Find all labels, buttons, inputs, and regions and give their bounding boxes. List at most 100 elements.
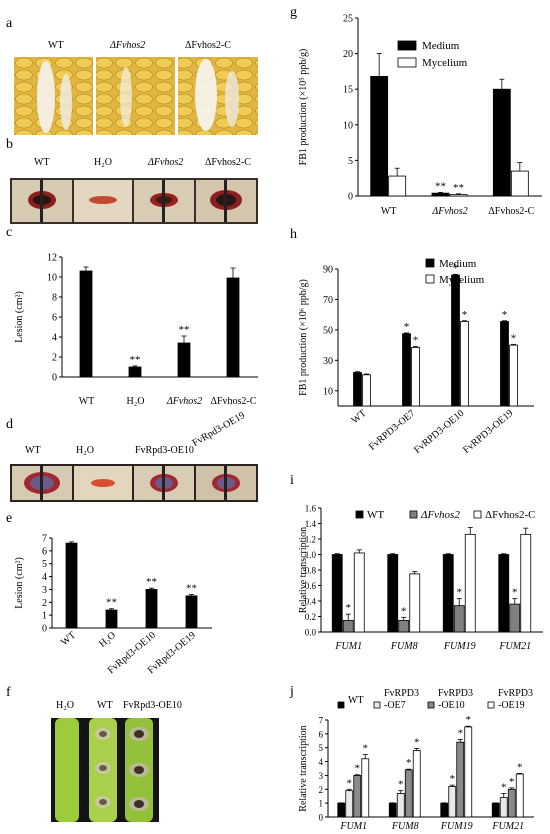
significance-mark: **: [179, 324, 190, 336]
y-tick-label: 3: [42, 585, 47, 596]
bar: [453, 605, 465, 633]
bar: [145, 589, 158, 629]
significance-mark: *: [462, 309, 468, 321]
y-tick-label: 8: [52, 293, 57, 304]
significance-mark: *: [363, 743, 369, 755]
category-label: FUM21: [498, 641, 531, 652]
bar: [440, 802, 449, 818]
significance-mark: *: [517, 761, 523, 773]
significance-mark: *: [509, 776, 515, 788]
category-label: FvRPD3-OE10: [412, 408, 466, 456]
y-tick-label: 10: [323, 386, 333, 397]
significance-mark: *: [466, 714, 472, 726]
significance-mark: *: [502, 309, 508, 321]
y-tick-label: 4: [52, 333, 57, 344]
legend-swatch: [397, 57, 417, 68]
significance-mark: *: [406, 757, 412, 769]
significance-mark: **: [453, 182, 464, 194]
bar: [451, 274, 460, 407]
significance-mark: *: [347, 777, 353, 789]
bar: [510, 170, 529, 197]
y-tick-label: 4: [42, 572, 47, 583]
bar: [509, 344, 518, 407]
y-tick-label: 0: [42, 624, 47, 635]
y-tick-label: 5: [42, 559, 47, 570]
bar: [398, 619, 410, 633]
significance-mark: **: [146, 576, 157, 588]
panel-b-stalk-photos: [10, 178, 258, 224]
significance-mark: **: [186, 583, 197, 595]
legend-swatch: [427, 701, 435, 709]
stalk-lesion-image-oe: [10, 464, 258, 502]
bar: [361, 758, 370, 818]
bar: [362, 374, 371, 407]
y-axis-label: Relative transcription: [298, 725, 309, 811]
y-tick-label: 0.6: [305, 581, 317, 591]
bar: [342, 619, 354, 633]
panel-a-label-wt: WT: [48, 40, 64, 51]
bar: [449, 194, 468, 197]
bar: [331, 554, 343, 633]
y-tick-label: 0.2: [305, 612, 316, 622]
y-tick-label: 6: [52, 313, 57, 324]
significance-mark: *: [404, 321, 410, 333]
category-label: FUM19: [440, 821, 473, 832]
bar: [409, 573, 421, 633]
legend-label: ΔFvhos2-C: [485, 509, 535, 521]
bar: [448, 786, 457, 818]
bar: [515, 773, 524, 818]
legend-label: FvRPD3: [498, 688, 533, 699]
panel-b-label-mutant: ΔFvhos2: [148, 157, 184, 168]
bar: [388, 802, 397, 818]
bar: [337, 802, 346, 818]
bar: [353, 775, 362, 818]
panel-f-label-h2o: H₂O: [56, 700, 74, 711]
y-tick-label: 7: [319, 716, 324, 726]
bar: [500, 321, 509, 407]
bar: [370, 75, 389, 197]
panel-d-label-wt: WT: [25, 445, 41, 456]
bar: [411, 346, 420, 407]
legend-label: ΔFvhos2: [420, 509, 460, 521]
category-label: WT: [381, 206, 397, 217]
panel-d-stalk-photos: [10, 464, 258, 502]
y-tick-label: 0: [319, 813, 324, 823]
bar: [177, 342, 191, 378]
legend-label: WT: [367, 509, 384, 521]
y-tick-label: 2: [319, 785, 324, 795]
y-axis-label: FB1 production (×10⁶ ppb/g): [298, 279, 309, 396]
legend-swatch: [397, 40, 417, 51]
category-label: FUM1: [339, 821, 367, 832]
category-label: ΔFvhos2-C: [488, 206, 534, 217]
bar: [185, 595, 198, 629]
chart-i: i 0.0 0.2 0.4 0.6 0.8 1.0 1.2 1.4 1.6 Relative tra…: [290, 473, 543, 652]
category-label: FUM19: [443, 641, 476, 652]
bar: [491, 802, 500, 818]
panel-d-label-h2o: H₂O: [76, 445, 94, 456]
y-tick-label: 0: [52, 373, 57, 384]
legend-swatch: [425, 274, 435, 284]
legend-swatch: [373, 701, 381, 709]
panel-b-label-complement: ΔFvhos2-C: [205, 157, 251, 168]
significance-mark: *: [450, 773, 456, 785]
panel-i-letter: i: [290, 473, 294, 488]
y-tick-label: 10: [343, 120, 353, 131]
bar: [498, 554, 510, 633]
panel-a-letter: a: [6, 16, 13, 31]
panel-f-label-wt: WT: [97, 700, 113, 711]
category-label: H₂O: [97, 630, 118, 650]
category-label: FUM8: [391, 821, 419, 832]
significance-mark: *: [457, 587, 463, 599]
stalk-lesion-image: [10, 178, 258, 224]
category-label: FvRPD3-OE19: [461, 408, 515, 456]
category-label: WT: [349, 408, 368, 426]
bar: [396, 793, 405, 818]
bar: [345, 790, 354, 818]
panel-a-kernel-photos: [14, 57, 258, 135]
panel-b-label-wt: WT: [34, 157, 50, 168]
y-tick-label: 1: [319, 799, 324, 809]
bar: [520, 533, 532, 633]
